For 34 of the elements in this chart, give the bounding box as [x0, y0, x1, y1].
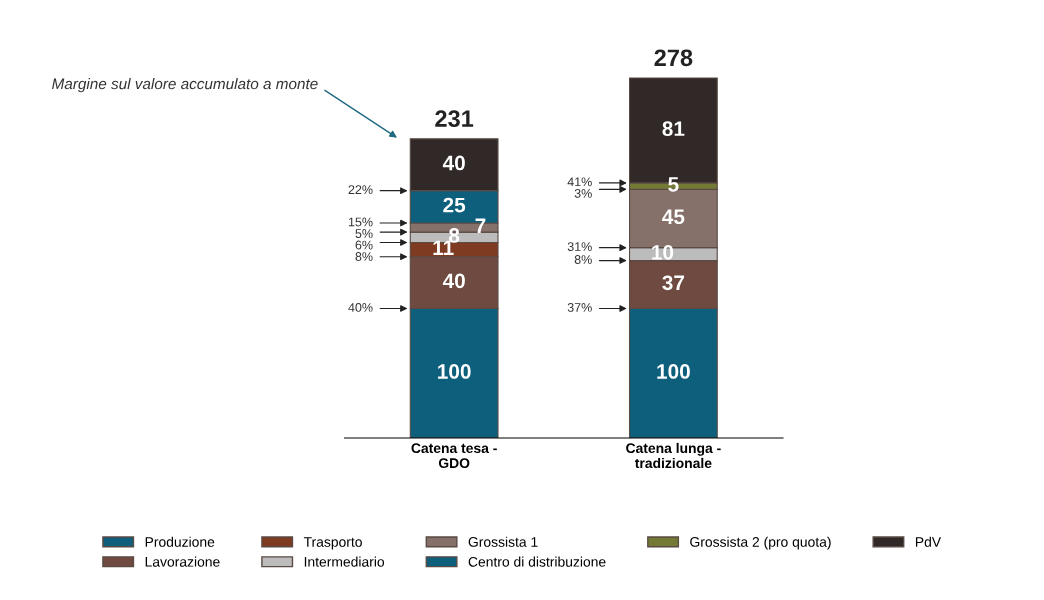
legend-label: Lavorazione [145, 556, 220, 567]
annotation: 31% [567, 242, 592, 251]
annotation: 8% [574, 255, 592, 264]
legend-label: Trasporto [303, 537, 362, 550]
legend-label: Centro di distribuzione [468, 556, 606, 567]
data-label: 40 [442, 155, 465, 171]
legend-label: Produzione [145, 536, 215, 547]
annotation: 3% [574, 188, 592, 198]
x-tick-label: Catena lunga - tradizionale [626, 442, 721, 469]
total-label: 231 [435, 110, 474, 128]
data-label: 37 [662, 275, 685, 291]
text: Margine sul valore accumulato a monte [52, 78, 318, 93]
legend-label: Grossista 1 [468, 536, 538, 547]
data-label: 100 [438, 364, 471, 379]
annotation: 5% [355, 229, 373, 238]
data-label: 40 [442, 273, 465, 289]
annotation: 8% [355, 252, 373, 261]
legend-label: Intermediario [304, 556, 385, 567]
annotation: 37% [567, 303, 592, 312]
legend-label: Grossista 2 (pro quota) [690, 536, 831, 550]
annotation: 15% [348, 217, 373, 227]
total-label: 278 [654, 49, 693, 67]
legend-label: PdV [915, 536, 942, 547]
x-tick-label: Catena tesa - GDO [411, 443, 497, 469]
annotation: 22% [348, 185, 373, 194]
annotation: 6% [355, 240, 373, 250]
data-label: 10 [652, 244, 674, 260]
data-label: 45 [662, 209, 685, 225]
data-label: 100 [657, 364, 690, 379]
annotation: 40% [348, 303, 373, 312]
data-label: 81 [662, 121, 685, 137]
data-label: 5 [668, 177, 679, 192]
annotation: 41% [567, 177, 592, 187]
data-label: 25 [443, 197, 466, 213]
